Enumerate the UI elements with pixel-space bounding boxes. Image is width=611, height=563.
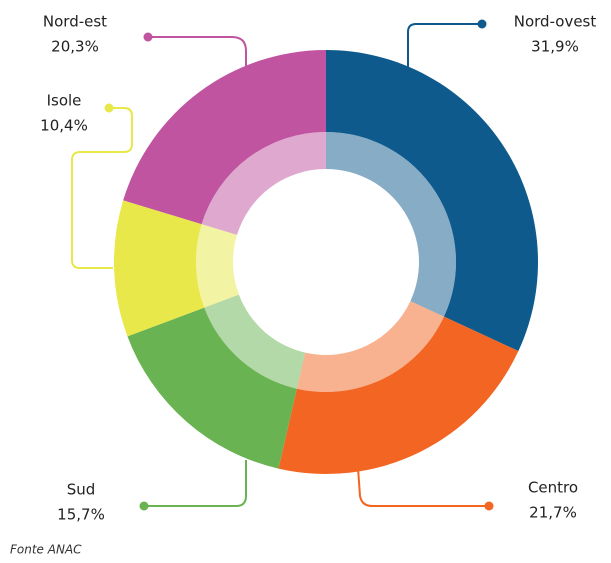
category-label: Nord-ovest [514,13,597,31]
inner-ring-segment [201,132,326,235]
category-label: Nord-est [43,13,107,31]
category-label: Isole [47,92,82,110]
leader-dot [104,103,114,113]
inner-ring-segment [204,294,306,389]
leader-dot [143,32,153,42]
value-label: 31,9% [531,38,579,56]
donut-segment [278,316,519,474]
inner-ring-segment [296,301,444,392]
donut-segment [123,50,326,225]
source: Fonte ANAC [10,543,82,557]
donut-segment [113,200,205,337]
leader-dot [139,501,149,511]
inner-ring-segment [326,132,456,317]
leader-line [407,23,482,68]
value-label: 10,4% [40,117,88,135]
value-label: 20,3% [51,38,99,56]
leader-dot [477,19,487,29]
inner-ring-segment [196,224,239,308]
leader-line [148,36,247,68]
leader-line [71,107,133,269]
value-label: 21,7% [529,504,577,522]
category-label: Sud [67,481,96,499]
donut-segment [326,50,539,352]
leader-dot [484,501,494,511]
value-label: 15,7% [57,506,105,524]
donut-segment [127,307,297,469]
leader-line [144,460,247,507]
leader-line [357,467,489,507]
category-label: Centro [528,479,578,497]
